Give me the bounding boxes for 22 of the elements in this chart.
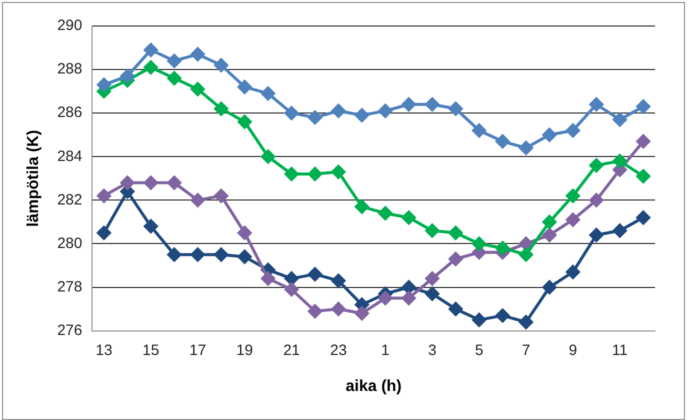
y-tick-label: 290 bbox=[57, 17, 82, 34]
x-tick-label: 23 bbox=[330, 342, 347, 359]
x-tick-label: 17 bbox=[189, 342, 206, 359]
x-tick-label: 15 bbox=[142, 342, 160, 359]
y-tick-label: 288 bbox=[57, 60, 82, 78]
x-tick-label: 7 bbox=[522, 342, 530, 359]
y-tick-label: 284 bbox=[57, 148, 82, 165]
y-tick-label: 282 bbox=[57, 191, 82, 208]
x-tick-label: 3 bbox=[428, 342, 436, 359]
x-axis-title: aika (h) bbox=[346, 378, 402, 395]
x-tick-label: 21 bbox=[283, 342, 300, 359]
x-tick-label: 1 bbox=[381, 342, 390, 359]
y-tick-label: 280 bbox=[57, 234, 82, 252]
x-tick-label: 11 bbox=[612, 342, 628, 359]
x-tick-label: 13 bbox=[96, 342, 112, 359]
y-tick-label: 286 bbox=[57, 104, 82, 122]
y-tick-label: 276 bbox=[57, 322, 82, 339]
y-axis-title: lämpötila (K) bbox=[25, 130, 42, 227]
x-tick-label: 19 bbox=[236, 342, 253, 359]
y-tick-label: 278 bbox=[57, 278, 82, 296]
x-tick-label: 5 bbox=[474, 342, 484, 359]
x-tick-label: 9 bbox=[568, 342, 578, 359]
